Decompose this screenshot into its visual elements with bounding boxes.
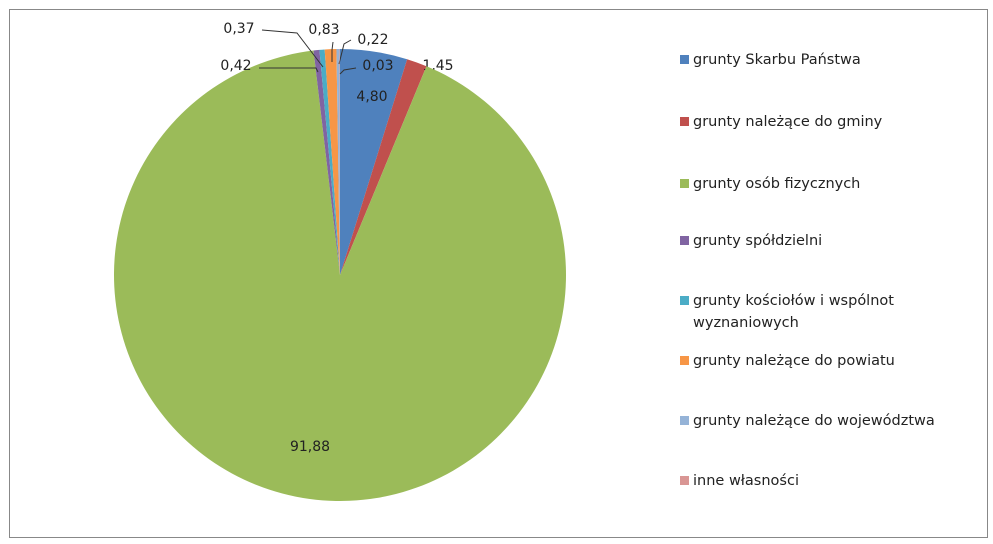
pie-slice <box>336 49 340 276</box>
legend-label: grunty Skarbu Państwa <box>693 52 861 68</box>
leader-line <box>261 29 324 68</box>
legend-swatch <box>680 356 689 365</box>
legend-item: grunty należące do województwa <box>680 410 970 432</box>
legend-swatch <box>680 236 689 245</box>
legend-swatch <box>680 55 689 64</box>
pie-slice <box>340 49 408 275</box>
legend-label: grunty należące do gminy <box>693 114 883 130</box>
legend-item: grunty osób fizycznych <box>680 173 970 195</box>
data-label: 0,37 <box>223 21 254 37</box>
legend-swatch <box>680 476 689 485</box>
data-label: 91,88 <box>290 439 330 455</box>
pie-slice <box>114 50 567 501</box>
legend-label: grunty spółdzielni <box>693 233 823 249</box>
legend-item: inne własności <box>680 470 970 492</box>
pie-slice <box>324 49 340 276</box>
legend-swatch <box>680 416 689 425</box>
legend-label: grunty należące do powiatu <box>693 353 895 369</box>
legend-swatch <box>680 179 689 188</box>
data-label: 0,03 <box>362 58 393 74</box>
legend-label: grunty należące do województwa <box>693 413 935 429</box>
legend-swatch <box>680 117 689 126</box>
legend-item: grunty należące do powiatu <box>680 350 970 372</box>
legend-item: grunty spółdzielni <box>680 230 970 252</box>
legend-item: grunty Skarbu Państwa <box>680 49 970 71</box>
data-label: 0,83 <box>308 22 339 38</box>
leader-line <box>339 67 357 75</box>
legend-item: grunty należące do gminy <box>680 111 970 133</box>
legend-label: grunty osób fizycznych <box>693 176 861 192</box>
pie-slice <box>319 49 340 275</box>
pie-slice <box>313 49 340 276</box>
legend-label: grunty kościołów i wspólnot wyznaniowych <box>693 293 894 331</box>
legend-item: grunty kościołów i wspólnot wyznaniowych <box>680 290 970 334</box>
leader-line <box>331 41 334 62</box>
legend-label: inne własności <box>693 473 799 489</box>
legend-swatch <box>680 296 689 305</box>
leader-line <box>259 67 319 73</box>
data-label: 0,22 <box>357 32 388 48</box>
data-label: 4,80 <box>356 89 387 105</box>
data-label: 0,42 <box>220 58 251 74</box>
pie-slice <box>340 59 427 276</box>
chart-frame <box>9 9 988 538</box>
leader-line <box>338 39 352 65</box>
